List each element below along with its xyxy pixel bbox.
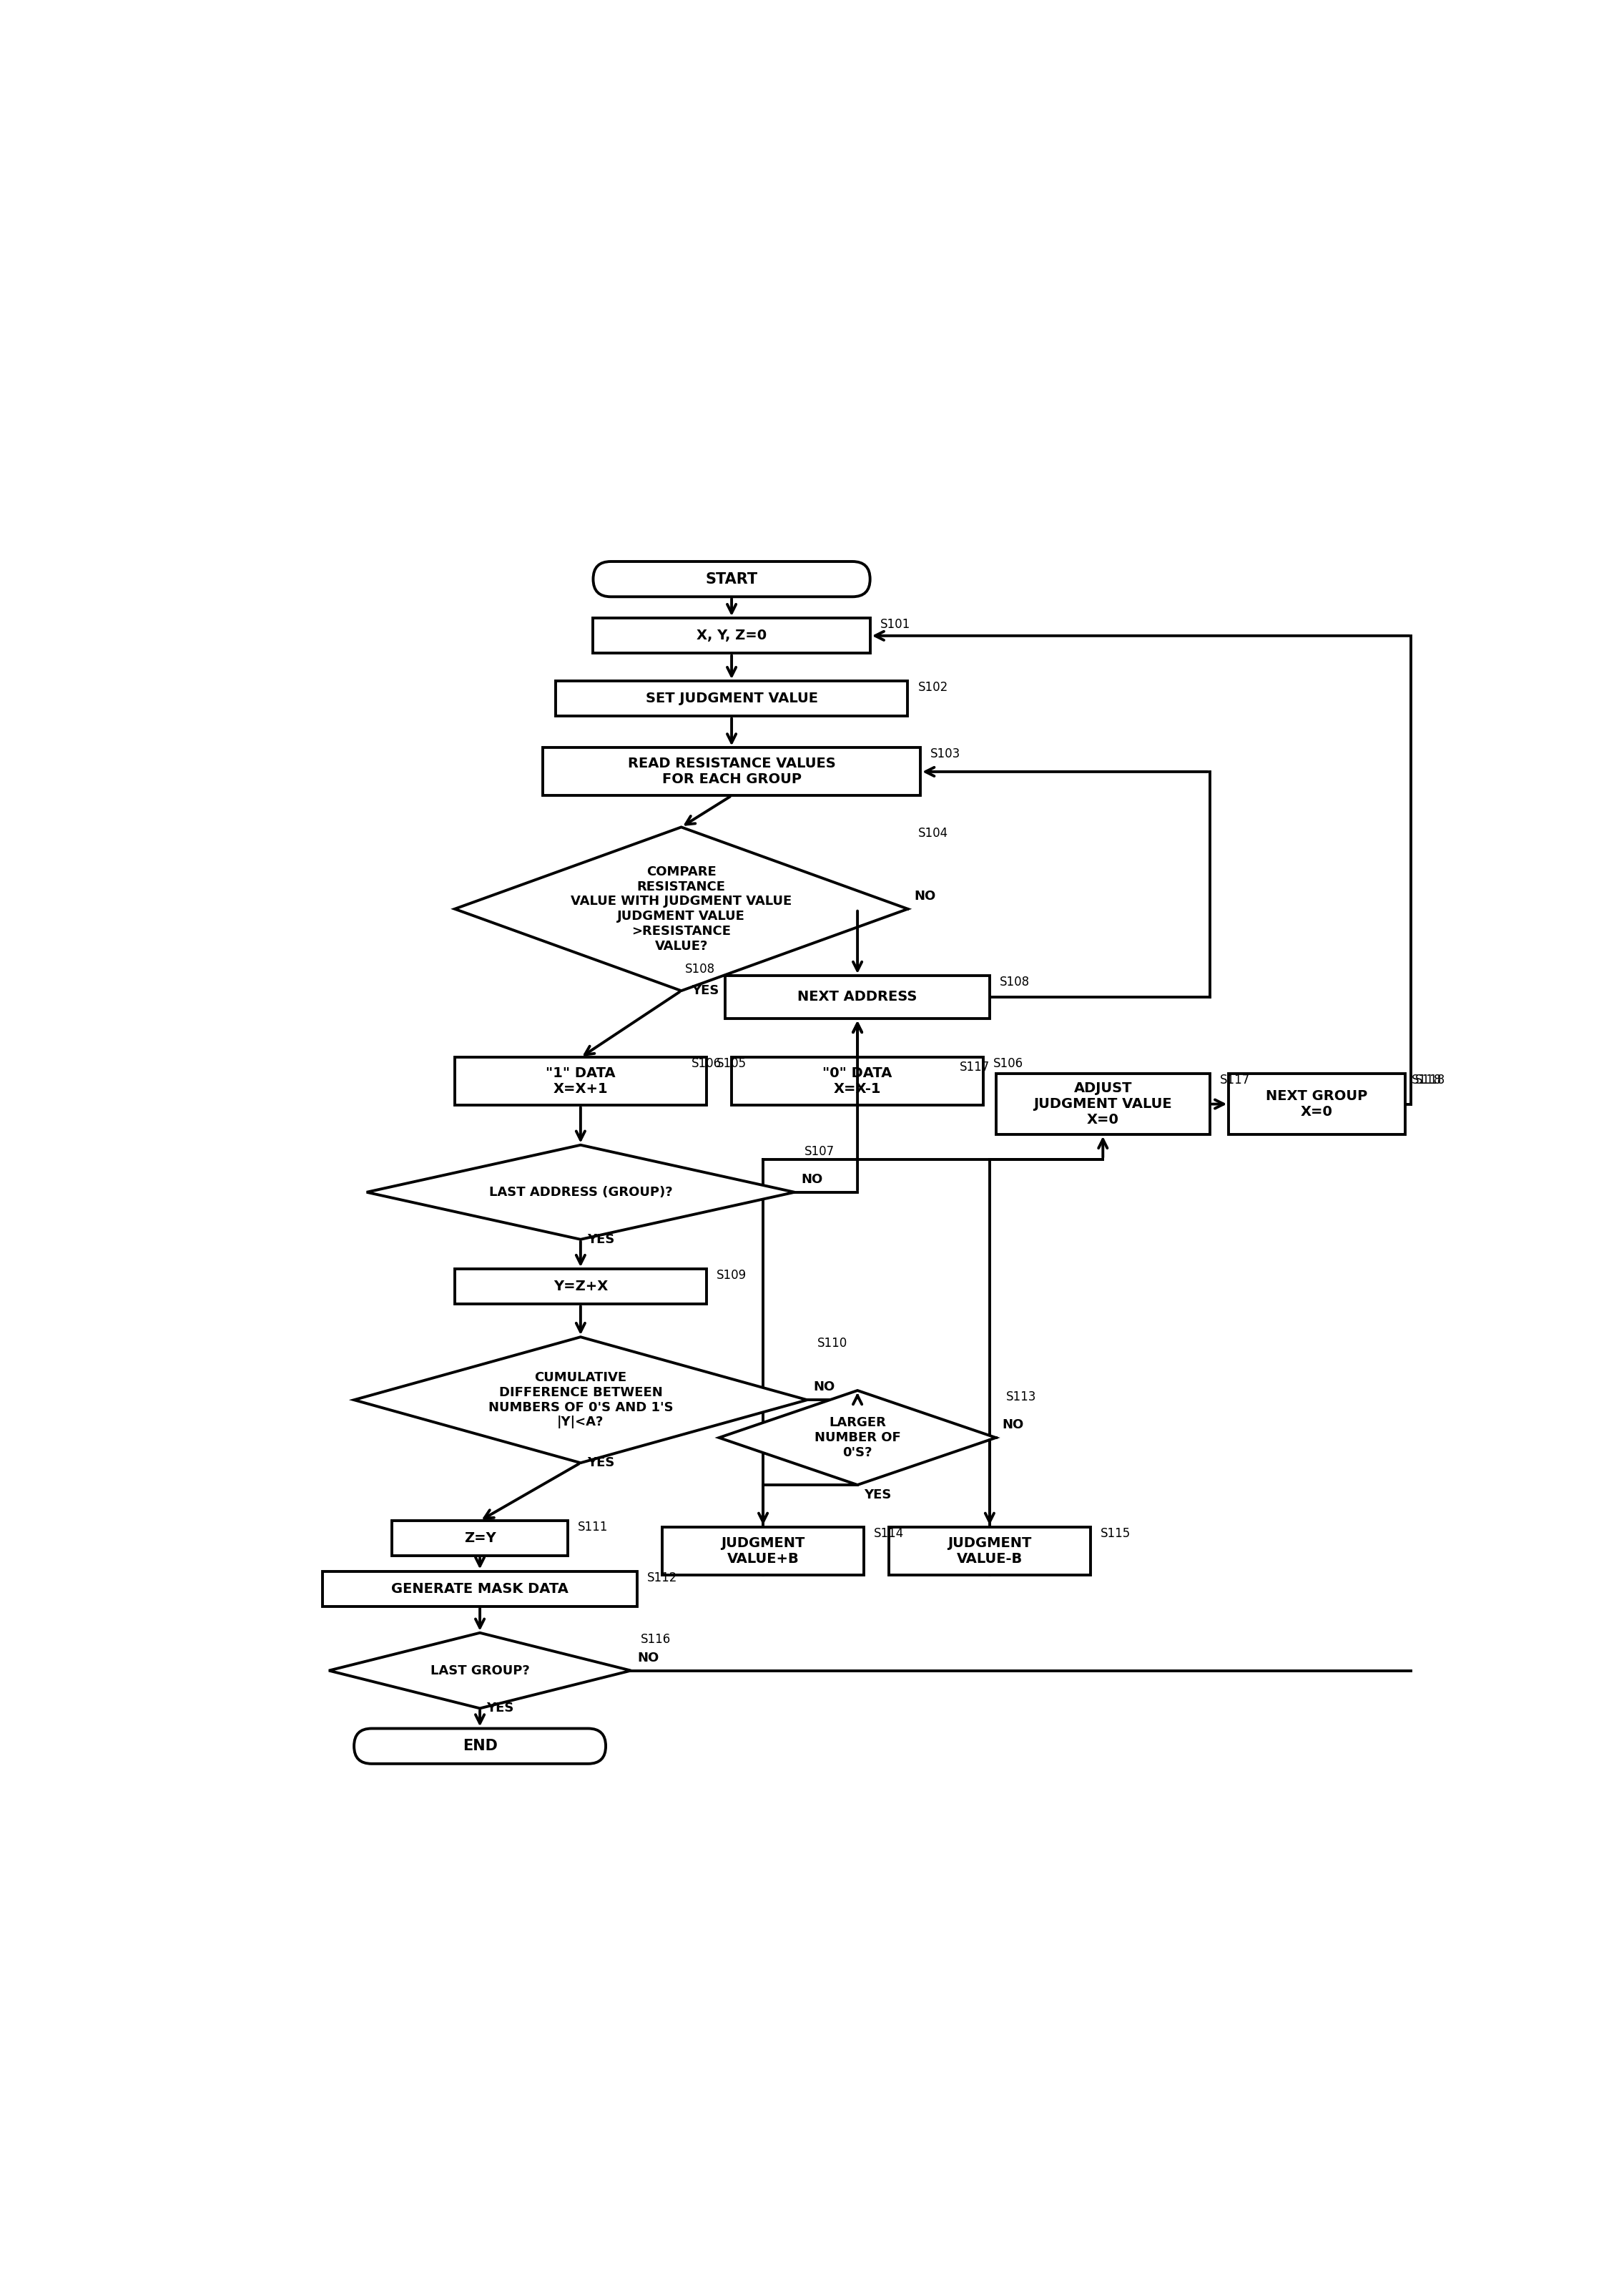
Text: YES: YES xyxy=(692,985,719,997)
Bar xyxy=(455,1269,706,1305)
Text: LAST ADDRESS (GROUP)?: LAST ADDRESS (GROUP)? xyxy=(489,1186,672,1198)
Text: "1" DATA
X=X+1: "1" DATA X=X+1 xyxy=(546,1068,615,1095)
Text: READ RESISTANCE VALUES
FOR EACH GROUP: READ RESISTANCE VALUES FOR EACH GROUP xyxy=(627,757,836,786)
Text: S106: S106 xyxy=(692,1058,721,1070)
Text: NO: NO xyxy=(814,1381,835,1394)
Bar xyxy=(555,681,908,716)
Polygon shape xyxy=(719,1390,996,1486)
FancyBboxPatch shape xyxy=(593,562,870,597)
Bar xyxy=(323,1570,637,1607)
Text: Z=Y: Z=Y xyxy=(464,1532,495,1545)
Text: S113: S113 xyxy=(1005,1390,1036,1404)
Text: S109: S109 xyxy=(716,1269,747,1282)
Polygon shape xyxy=(367,1145,794,1239)
Text: NO: NO xyxy=(1002,1420,1023,1431)
Text: YES: YES xyxy=(586,1456,614,1470)
Bar xyxy=(542,748,921,796)
Text: S112: S112 xyxy=(648,1570,677,1584)
Text: JUDGMENT
VALUE-B: JUDGMENT VALUE-B xyxy=(948,1536,1031,1566)
Text: Y=Z+X: Y=Z+X xyxy=(554,1280,607,1294)
Text: COMPARE
RESISTANCE
VALUE WITH JUDGMENT VALUE
JUDGMENT VALUE
>RESISTANCE
VALUE?: COMPARE RESISTANCE VALUE WITH JUDGMENT V… xyxy=(570,866,793,953)
Text: S114: S114 xyxy=(874,1527,905,1541)
Text: S108: S108 xyxy=(685,962,715,976)
Text: LAST GROUP?: LAST GROUP? xyxy=(430,1664,529,1678)
Text: ADJUST
JUDGMENT VALUE
X=0: ADJUST JUDGMENT VALUE X=0 xyxy=(1033,1081,1173,1127)
Text: END: END xyxy=(463,1740,497,1753)
Bar xyxy=(1229,1074,1405,1134)
Text: START: START xyxy=(705,572,758,585)
Bar xyxy=(996,1074,1210,1134)
Bar xyxy=(888,1527,1090,1575)
Text: NO: NO xyxy=(801,1173,822,1186)
Text: NO: NO xyxy=(637,1650,659,1664)
Text: S111: S111 xyxy=(578,1520,609,1534)
Text: S107: S107 xyxy=(804,1145,835,1159)
Text: NEXT GROUP
X=0: NEXT GROUP X=0 xyxy=(1267,1090,1367,1118)
Text: S110: S110 xyxy=(817,1337,848,1349)
Text: S102: S102 xyxy=(918,681,948,695)
Bar xyxy=(726,976,989,1020)
Text: YES: YES xyxy=(486,1701,513,1714)
Text: S103: S103 xyxy=(931,748,961,761)
Text: S106: S106 xyxy=(994,1058,1023,1070)
Bar xyxy=(455,1058,706,1106)
Text: S118: S118 xyxy=(1411,1074,1442,1086)
Text: GENERATE MASK DATA: GENERATE MASK DATA xyxy=(391,1582,568,1596)
Text: S105: S105 xyxy=(716,1058,747,1070)
Text: S116: S116 xyxy=(641,1632,671,1646)
Polygon shape xyxy=(328,1632,630,1708)
Text: "0" DATA
X=X-1: "0" DATA X=X-1 xyxy=(823,1068,892,1095)
Text: LARGER
NUMBER OF
0'S?: LARGER NUMBER OF 0'S? xyxy=(814,1417,901,1458)
Text: CUMULATIVE
DIFFERENCE BETWEEN
NUMBERS OF 0'S AND 1'S
|Y|<A?: CUMULATIVE DIFFERENCE BETWEEN NUMBERS OF… xyxy=(489,1372,672,1429)
Bar xyxy=(391,1520,568,1557)
FancyBboxPatch shape xyxy=(354,1728,606,1765)
Text: S101: S101 xyxy=(880,617,911,631)
Text: S117: S117 xyxy=(1220,1074,1250,1086)
Text: S115: S115 xyxy=(1101,1527,1130,1541)
Text: JUDGMENT
VALUE+B: JUDGMENT VALUE+B xyxy=(721,1536,806,1566)
Text: S108: S108 xyxy=(1000,976,1030,988)
Polygon shape xyxy=(354,1337,807,1463)
Bar xyxy=(663,1527,864,1575)
Bar xyxy=(732,1058,984,1106)
Text: NEXT ADDRESS: NEXT ADDRESS xyxy=(797,990,918,1004)
Text: NO: NO xyxy=(914,889,935,903)
Text: S118: S118 xyxy=(1415,1074,1445,1086)
Polygon shape xyxy=(455,828,908,990)
Text: S117: S117 xyxy=(960,1061,989,1074)
Bar xyxy=(593,617,870,654)
Text: YES: YES xyxy=(586,1232,614,1246)
Text: YES: YES xyxy=(864,1488,892,1502)
Text: S104: S104 xyxy=(918,828,948,839)
Text: X, Y, Z=0: X, Y, Z=0 xyxy=(697,629,767,642)
Text: SET JUDGMENT VALUE: SET JUDGMENT VALUE xyxy=(645,693,818,706)
